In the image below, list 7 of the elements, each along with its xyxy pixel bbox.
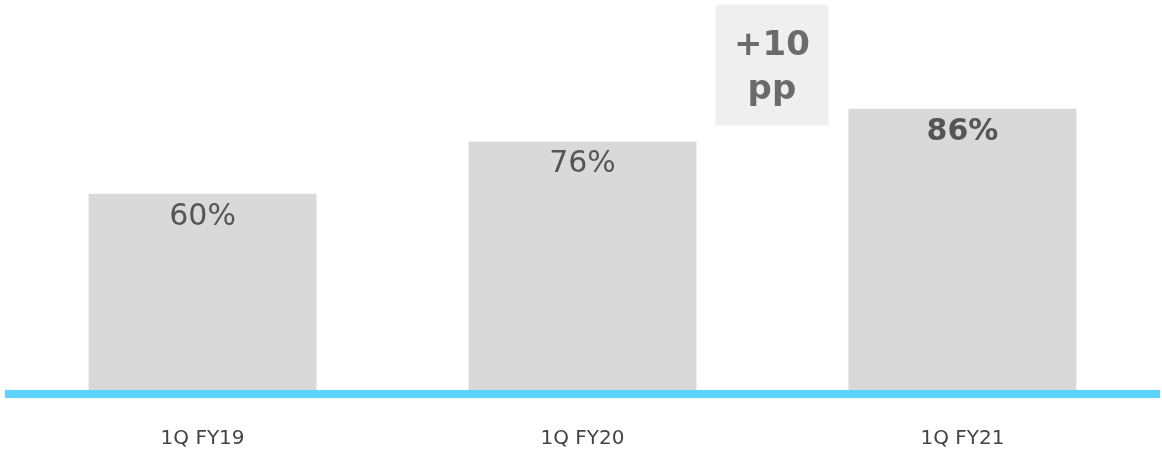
annotation: +10 pp	[734, 23, 810, 108]
x-tick-label: 1Q FY21	[920, 425, 1005, 449]
data-label: 76%	[549, 144, 616, 180]
data-label: 86%	[926, 111, 999, 147]
x-tick-label: 1Q FY19	[160, 425, 245, 449]
x-tick-label: 1Q FY20	[540, 425, 625, 449]
data-label: 60%	[169, 196, 236, 232]
